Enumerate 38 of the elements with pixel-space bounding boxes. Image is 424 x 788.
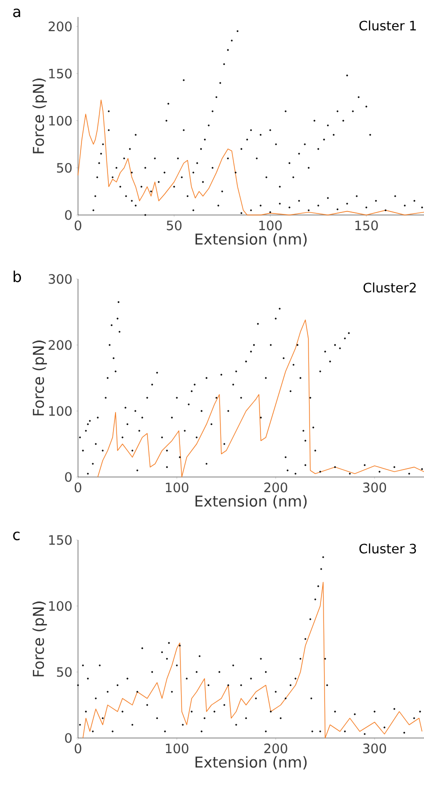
y-tick-label: 0	[65, 733, 72, 743]
text: a	[13, 8, 20, 18]
y-tick-label: 100	[49, 116, 72, 126]
x-tick-label: 300	[363, 744, 386, 754]
x-tick-label: 100	[166, 482, 188, 492]
x-tick-label: 200	[264, 482, 288, 492]
y-tick-label: 200	[48, 340, 72, 350]
y-tick-label: 100	[49, 406, 72, 416]
chart-title: Cluster 3	[359, 543, 416, 554]
y-tick-label: 150	[49, 68, 72, 78]
x-tick-label: 100	[259, 220, 282, 230]
y-tick-label: 100	[49, 601, 72, 611]
chart-title: Cluster2	[364, 282, 416, 293]
y-tick-label: 150	[49, 535, 72, 545]
x-axis-title: Extension (nm)	[196, 756, 307, 770]
x-axis-title: Extension (nm)	[196, 233, 307, 246]
text: b	[14, 270, 21, 282]
x-tick-label: 150	[355, 220, 378, 230]
y-tick-label: 50	[57, 667, 72, 677]
x-axis-title: Extension (nm)	[196, 495, 307, 508]
y-axis-title: Force (pN)	[32, 602, 47, 676]
text: c	[13, 532, 20, 540]
chart-title: Cluster 1	[359, 20, 416, 31]
y-tick-label: 50	[57, 162, 72, 173]
y-tick-label: 0	[65, 472, 72, 482]
x-tick-label: 0	[74, 744, 82, 754]
y-tick-label: 200	[48, 22, 72, 32]
y-axis-title: Force (pN)	[32, 340, 47, 416]
y-tick-label: 0	[65, 210, 72, 220]
y-axis-title: Force (pN)	[32, 78, 47, 154]
x-tick-label: 0	[74, 220, 82, 230]
line-series	[82, 582, 422, 738]
x-tick-label: 50	[166, 220, 182, 230]
y-tick-label: 300	[48, 274, 72, 284]
x-tick-label: 100	[166, 744, 188, 754]
x-tick-label: 300	[363, 482, 386, 492]
x-tick-label: 200	[264, 744, 288, 754]
x-tick-label: 0	[74, 482, 82, 492]
